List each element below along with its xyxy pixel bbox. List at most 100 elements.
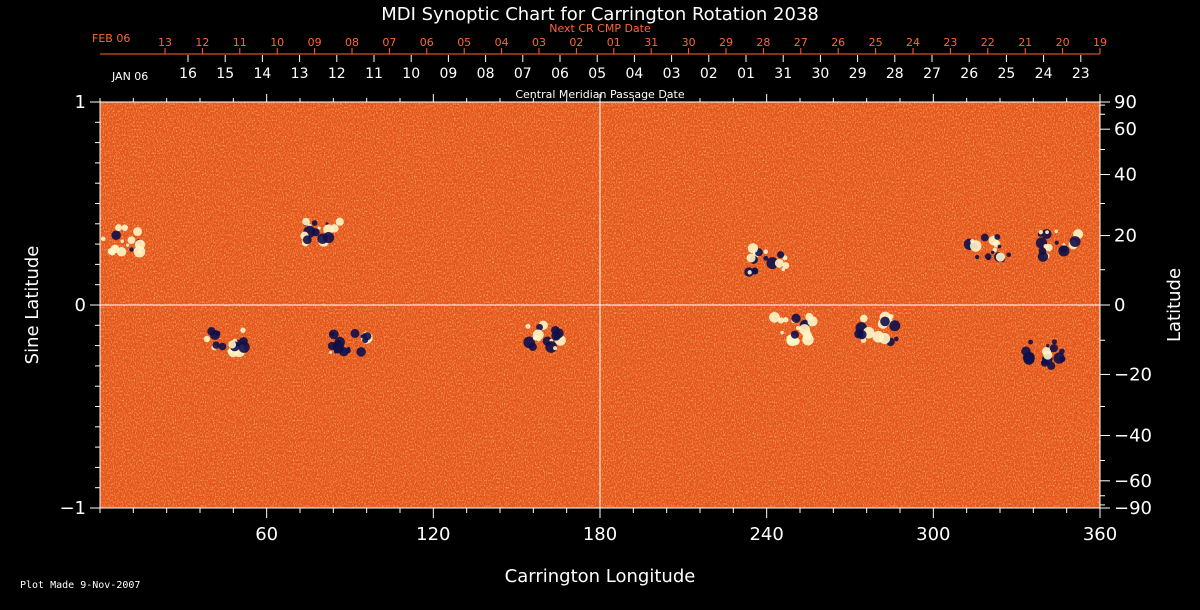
cmp-day: 09	[439, 66, 457, 82]
region-blob	[802, 330, 812, 341]
region-blob	[545, 341, 557, 353]
y-right-tick-label: 0	[1114, 295, 1125, 316]
region-blob	[994, 234, 1001, 240]
region-blob	[1060, 245, 1067, 253]
region-blob	[1046, 344, 1050, 348]
region-blob	[970, 240, 982, 252]
cmp-day: 13	[291, 66, 309, 82]
region-blob	[532, 329, 544, 341]
region-blob	[1022, 351, 1035, 364]
next-cmp-day: 01	[607, 36, 621, 49]
next-cmp-day-labels: 13 12 11 10 09 08 07 06 05 04 03 02 01 31 30 29 28 27 26 25…	[158, 36, 1107, 54]
region-blob	[807, 330, 811, 334]
cmp-day-labels: 16 15 14 13 12 11 10 09 08 07 06 05 04 03 02 01 31 30 29 28…	[179, 55, 1090, 82]
region-blob	[210, 330, 220, 340]
active-regions	[100, 217, 1084, 371]
next-cmp-day: 29	[719, 36, 733, 49]
region-blob	[1051, 339, 1057, 345]
region-blob	[774, 258, 784, 268]
region-blob	[980, 233, 989, 242]
cmp-day: 11	[365, 66, 383, 82]
region-blob	[212, 341, 220, 349]
region-blob	[238, 341, 250, 353]
region-blob	[1045, 243, 1053, 252]
next-cmp-day: 24	[906, 36, 920, 49]
x-tick-label: 360	[1083, 524, 1117, 545]
region-blob	[322, 231, 335, 244]
region-blob	[1054, 229, 1058, 234]
region-blob	[523, 336, 535, 349]
region-blob	[992, 247, 998, 253]
cmp-day: 25	[997, 66, 1015, 82]
region-blob	[782, 262, 790, 269]
region-blob	[126, 243, 130, 247]
region-blob	[311, 220, 318, 226]
region-blob	[203, 335, 211, 343]
cmp-day: 24	[1035, 66, 1053, 82]
region-blob	[329, 350, 333, 354]
region-blob	[327, 341, 337, 351]
next-cmp-day: 08	[345, 36, 359, 49]
cmp-day: 03	[663, 66, 681, 82]
region-blob	[986, 256, 991, 261]
region-blob	[302, 217, 310, 226]
region-blob	[780, 330, 784, 335]
region-blob	[1049, 344, 1058, 353]
region-blob	[133, 245, 146, 258]
next-cmp-day: 07	[382, 36, 396, 49]
next-cmp-axis-label: Next CR CMP Date	[549, 22, 651, 35]
x-tick-label: 180	[583, 524, 617, 545]
cmp-day: 05	[588, 66, 606, 82]
next-cmp-day: 21	[1018, 36, 1032, 49]
next-cmp-day: 23	[943, 36, 957, 49]
y-axis-left-title: Sine Latitude	[22, 246, 43, 365]
x-tick-label: 120	[416, 524, 450, 545]
region-blob	[995, 252, 1006, 262]
region-blob	[553, 346, 558, 351]
cmp-day: 16	[179, 66, 197, 82]
region-blob	[747, 270, 752, 275]
region-blob	[553, 328, 564, 339]
next-cmp-day: 22	[981, 36, 995, 49]
region-blob	[115, 224, 122, 232]
region-blob	[790, 330, 799, 339]
region-blob	[362, 333, 367, 338]
region-blob	[100, 236, 106, 242]
region-blob	[1054, 240, 1059, 245]
region-blob	[894, 336, 899, 342]
region-blob	[807, 316, 818, 327]
y-right-tick-label: −20	[1114, 364, 1152, 385]
region-blob	[335, 217, 344, 226]
y-left-tick-label: −1	[59, 498, 86, 519]
region-blob	[747, 243, 759, 254]
cmp-day: 12	[328, 66, 346, 82]
region-blob	[777, 317, 785, 324]
next-cmp-day: 11	[233, 36, 247, 49]
next-cmp-day: 03	[532, 36, 546, 49]
cmp-day: 14	[253, 66, 271, 82]
next-cmp-day: 10	[270, 36, 284, 49]
region-blob	[975, 254, 980, 260]
next-cmp-day: 02	[569, 36, 583, 49]
region-blob	[854, 329, 864, 339]
cmp-day: 01	[737, 66, 755, 82]
region-blob	[317, 226, 321, 230]
y-right-tick-label: −40	[1114, 425, 1152, 446]
next-cmp-day: 09	[308, 36, 322, 49]
region-blob	[889, 320, 901, 332]
region-blob	[1045, 230, 1049, 235]
region-blob	[782, 255, 788, 261]
region-blob	[1053, 352, 1065, 364]
next-cmp-month-label: FEB 06	[92, 32, 130, 45]
y-right-tick-label: 90	[1114, 92, 1137, 113]
region-blob	[350, 328, 360, 338]
y-right-tick-label: 20	[1114, 226, 1137, 247]
y-right-tick-label: 40	[1114, 165, 1137, 186]
region-blob	[113, 245, 118, 249]
next-cmp-day: 27	[794, 36, 808, 49]
region-blob	[763, 249, 769, 255]
cmp-day: 23	[1072, 66, 1090, 82]
region-blob	[339, 347, 349, 357]
region-blob	[1037, 251, 1049, 262]
